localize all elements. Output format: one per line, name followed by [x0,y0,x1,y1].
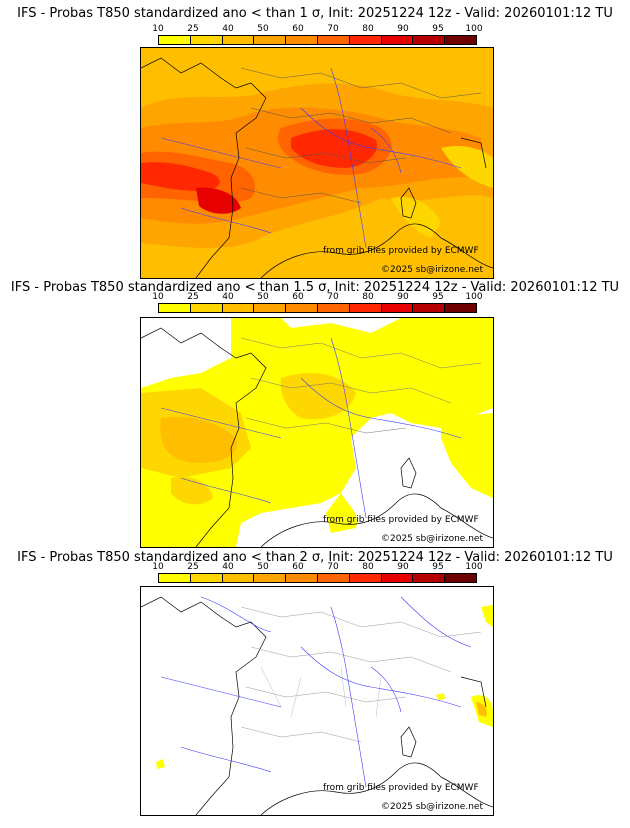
panel-title: IFS - Probas T850 standardized ano < tha… [17,550,613,565]
source-credit: from grib files provided by ECMWF [323,783,479,793]
tick-label: 60 [292,24,304,34]
colorbar-segment [413,574,446,582]
tick-label: 10 [152,292,164,302]
colorbar-segment [286,36,318,44]
tick-label: 10 [152,562,164,572]
colorbar-segment [286,574,318,582]
tick-label: 25 [187,24,199,34]
tick-label: 95 [432,292,444,302]
copyright-credit: ©2025 sb@irizone.net [381,265,483,275]
colorbar-segment [445,36,476,44]
source-credit: from grib files provided by ECMWF [323,515,479,525]
tick-label: 50 [257,292,269,302]
tick-label: 90 [397,562,409,572]
colorbar-segment [254,574,287,582]
colorbar-segment [349,304,382,312]
colorbar [158,35,477,45]
tick-label: 70 [327,292,339,302]
colorbar-segment [190,36,223,44]
tick-label: 70 [327,24,339,34]
panel-title: IFS - Probas T850 standardized ano < tha… [10,280,620,295]
tick-label: 95 [432,562,444,572]
copyright-credit: ©2025 sb@irizone.net [381,802,483,812]
colorbar-segment [190,574,223,582]
colorbar-segment [445,574,476,582]
panel-1: IFS - Probas T850 standardized ano < tha… [0,0,630,280]
colorbar-segment [317,304,350,312]
tick-label: 60 [292,562,304,572]
colorbar-ticks: 10 25 40 50 60 70 80 90 95 100 [152,562,482,573]
tick-label: 70 [327,562,339,572]
map-field [141,596,493,815]
source-credit: from grib files provided by ECMWF [323,246,479,256]
tick-label: 80 [362,562,374,572]
tick-label: 25 [187,292,199,302]
colorbar [158,573,477,583]
colorbar-segment [381,574,414,582]
tick-label: 100 [465,562,483,572]
colorbar-segment [190,304,223,312]
tick-label: 90 [397,24,409,34]
probability-map-2sigma: from grib files provided by ECMWF ©2025 … [140,586,494,816]
probability-map-1-5sigma: from grib files provided by ECMWF ©2025 … [140,317,494,548]
tick-label: 40 [222,24,234,34]
tick-label: 10 [152,24,164,34]
colorbar-segment [381,304,414,312]
colorbar-ticks: 10 25 40 50 60 70 80 90 95 100 [152,292,482,303]
colorbar-ticks: 10 25 40 50 60 70 80 90 95 100 [152,24,482,35]
colorbar-segment [254,304,287,312]
tick-label: 40 [222,562,234,572]
tick-label: 25 [187,562,199,572]
panel-title: IFS - Probas T850 standardized ano < tha… [17,6,613,21]
panel-2: IFS - Probas T850 standardized ano < tha… [0,280,630,550]
tick-label: 100 [465,24,483,34]
colorbar-segment [381,36,414,44]
tick-label: 60 [292,292,304,302]
colorbar-segment [222,36,255,44]
colorbar [158,303,477,313]
colorbar-segment [413,36,446,44]
tick-label: 50 [257,562,269,572]
colorbar-segment [222,574,255,582]
panel-3: IFS - Probas T850 standardized ano < tha… [0,550,630,828]
colorbar-segment [222,304,255,312]
colorbar-segment [445,304,476,312]
colorbar-segment [286,304,318,312]
colorbar-segment [413,304,446,312]
tick-label: 90 [397,292,409,302]
tick-label: 95 [432,24,444,34]
colorbar-segment [159,304,191,312]
copyright-credit: ©2025 sb@irizone.net [381,534,483,544]
colorbar-segment [349,574,382,582]
colorbar-segment [349,36,382,44]
probability-map-1sigma: from grib files provided by ECMWF ©2025 … [140,47,494,279]
map-field [141,48,493,278]
colorbar-segment [317,36,350,44]
tick-label: 50 [257,24,269,34]
colorbar-segment [254,36,287,44]
map-field [141,318,493,547]
tick-label: 40 [222,292,234,302]
colorbar-segment [159,574,191,582]
tick-label: 100 [465,292,483,302]
tick-label: 80 [362,292,374,302]
colorbar-segment [317,574,350,582]
tick-label: 80 [362,24,374,34]
colorbar-segment [159,36,191,44]
